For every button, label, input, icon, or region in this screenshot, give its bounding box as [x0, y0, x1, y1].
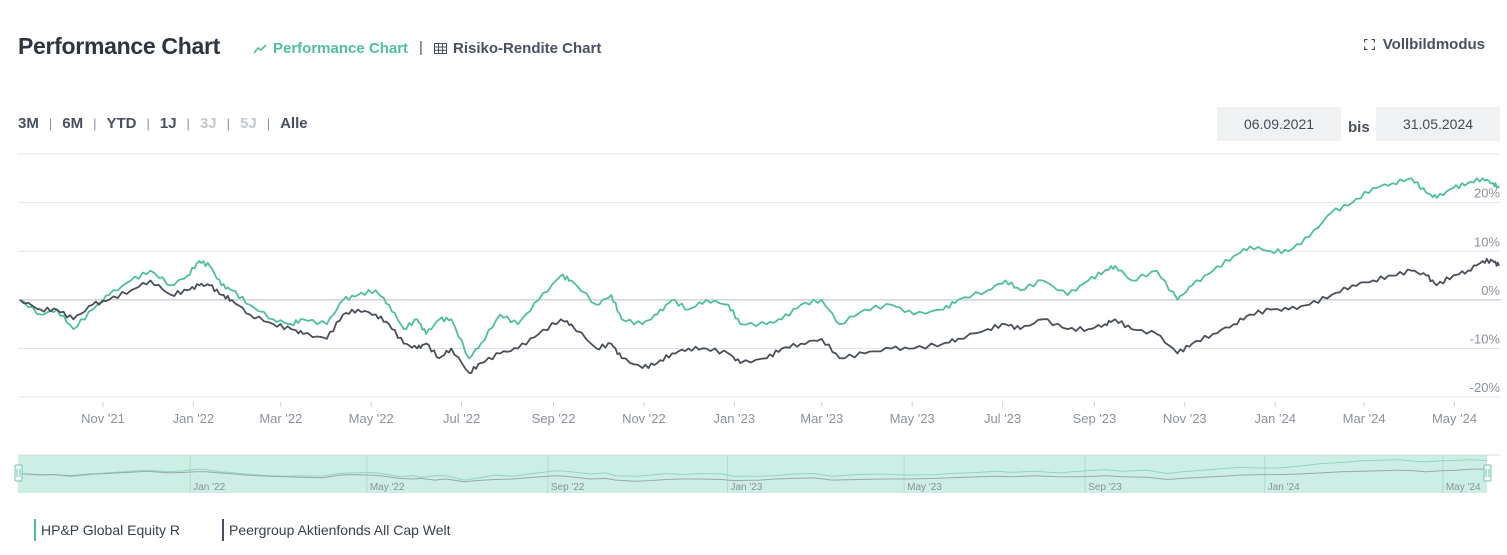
navigator-label: May '22 — [370, 482, 405, 493]
y-tick-label: -10% — [1470, 332, 1501, 347]
navigator-selection — [18, 455, 1487, 493]
fullscreen-label: Vollbildmodus — [1382, 36, 1485, 53]
x-tick-label: Mar '22 — [259, 411, 302, 426]
x-tick-label: Mar '24 — [1343, 411, 1386, 426]
legend-label-fund: HP&P Global Equity R — [41, 522, 181, 538]
range-divider: | — [266, 116, 271, 131]
series-line-fund — [19, 177, 1500, 360]
x-tick-label: Jul '23 — [984, 411, 1021, 426]
x-tick-label: Nov '22 — [622, 411, 666, 426]
range-divider: | — [93, 116, 97, 131]
x-tick-label: Jan '24 — [1254, 411, 1296, 426]
tab-risk-return-label: Risiko-Rendite Chart — [453, 40, 602, 57]
tab-separator: | — [419, 39, 423, 56]
range-button-6m[interactable]: 6M — [62, 115, 84, 132]
y-tick-label: 20% — [1474, 186, 1500, 201]
navigator-line-peergroup — [17, 468, 1488, 483]
expand-icon — [1363, 39, 1375, 50]
range-divider: | — [48, 116, 53, 131]
date-range-separator: bis — [1348, 119, 1370, 136]
tab-performance-chart[interactable]: Performance Chart — [253, 40, 408, 57]
chart-navigator[interactable]: Jan '22 May '22 Sep '22 Jan '23 May '23 Sep '… — [0, 450, 1507, 498]
range-selector: 3M | 6M | YTD | 1J | 3J | 5J | Alle — [18, 115, 308, 132]
navigator-handle-left[interactable] — [14, 464, 23, 482]
navigator-label: Jan '23 — [730, 482, 762, 493]
line-chart-icon — [253, 43, 267, 53]
x-tick-label: May '24 — [1432, 411, 1477, 426]
x-tick-label: Sep '23 — [1073, 411, 1117, 426]
date-from-input[interactable]: 06.09.2021 — [1217, 107, 1341, 141]
series-line-peergroup — [19, 257, 1500, 374]
x-tick-label: Jan '23 — [714, 411, 756, 426]
grid-icon — [434, 43, 447, 54]
range-button-3j: 3J — [199, 115, 217, 132]
x-tick-label: Nov '21 — [81, 411, 125, 426]
navigator-line-fund — [17, 459, 1488, 481]
tab-risk-return-chart[interactable]: Risiko-Rendite Chart — [434, 40, 601, 57]
performance-line-chart[interactable]: -20% -10% 0% 10% 20% Nov '21 Jan '22 Mar '22 May… — [0, 150, 1507, 435]
navigator-label: Sep '22 — [551, 482, 585, 493]
navigator-label: May '23 — [907, 482, 942, 493]
range-divider: | — [186, 116, 190, 131]
date-to-input[interactable]: 31.05.2024 — [1376, 107, 1500, 141]
range-button-alle[interactable]: Alle — [280, 115, 308, 132]
range-button-3m[interactable]: 3M — [18, 115, 39, 132]
range-button-1j[interactable]: 1J — [159, 115, 177, 132]
y-tick-label: 0% — [1481, 283, 1500, 298]
x-tick-label: Sep '22 — [532, 411, 576, 426]
x-tick-label: May '23 — [890, 411, 935, 426]
legend-swatch-fund — [34, 519, 36, 541]
range-divider: | — [146, 116, 150, 131]
x-tick-label: May '22 — [349, 411, 394, 426]
legend-item-fund[interactable]: HP&P Global Equity R — [34, 519, 180, 541]
y-tick-label: 10% — [1474, 234, 1500, 249]
y-tick-label: -20% — [1470, 380, 1501, 395]
range-button-5j: 5J — [240, 115, 257, 132]
x-tick-label: Jul '22 — [443, 411, 480, 426]
x-tick-label: Mar '23 — [800, 411, 843, 426]
navigator-label: Jan '24 — [1268, 482, 1300, 493]
page-title: Performance Chart — [18, 33, 220, 59]
legend-label-peergroup: Peergroup Aktienfonds All Cap Welt — [229, 522, 451, 538]
tab-performance-label: Performance Chart — [273, 40, 409, 57]
navigator-label: Jan '22 — [193, 482, 225, 493]
x-tick-label: Jan '22 — [173, 411, 215, 426]
range-button-ytd[interactable]: YTD — [106, 115, 137, 132]
legend-swatch-peergroup — [222, 519, 224, 541]
navigator-handle-right[interactable] — [1483, 464, 1492, 482]
legend-item-peergroup[interactable]: Peergroup Aktienfonds All Cap Welt — [222, 519, 451, 541]
navigator-label: May '24 — [1446, 482, 1481, 493]
fullscreen-button[interactable]: Vollbildmodus — [1363, 36, 1485, 53]
range-divider: | — [226, 116, 231, 131]
x-tick-label: Nov '23 — [1163, 411, 1207, 426]
navigator-label: Sep '23 — [1088, 482, 1122, 493]
